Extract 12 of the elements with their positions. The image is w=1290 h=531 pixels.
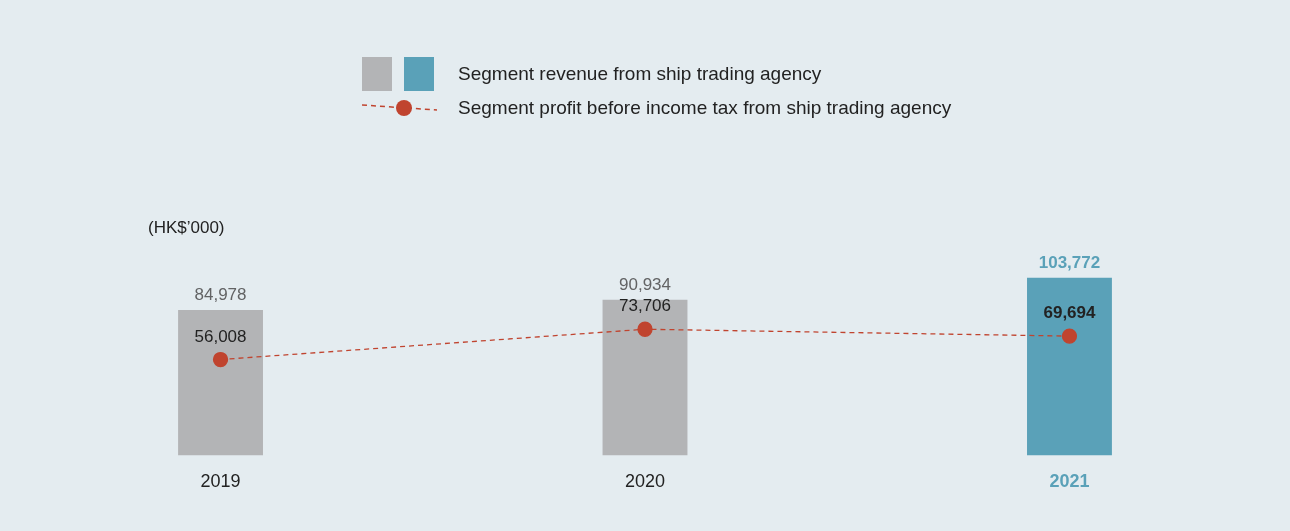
y-axis-title: (HK$’000) (148, 218, 225, 238)
data-label: 56,008 (194, 326, 247, 346)
data-label: 84,978 (194, 285, 247, 305)
legend-label: Segment profit before income tax from ship trading agency (458, 97, 952, 119)
data-label: 90,934 (619, 274, 671, 294)
data-label: 69,694 (1043, 303, 1097, 323)
x-tick-label: 2020 (624, 471, 666, 492)
x-tick-label: 2019 (200, 471, 241, 492)
data-label: 103,772 (1038, 252, 1101, 272)
data-label: 73,706 (619, 296, 671, 316)
legend-label: Segment revenue from ship trading agency (458, 63, 822, 85)
x-tick-label: 2021 (1049, 471, 1090, 492)
